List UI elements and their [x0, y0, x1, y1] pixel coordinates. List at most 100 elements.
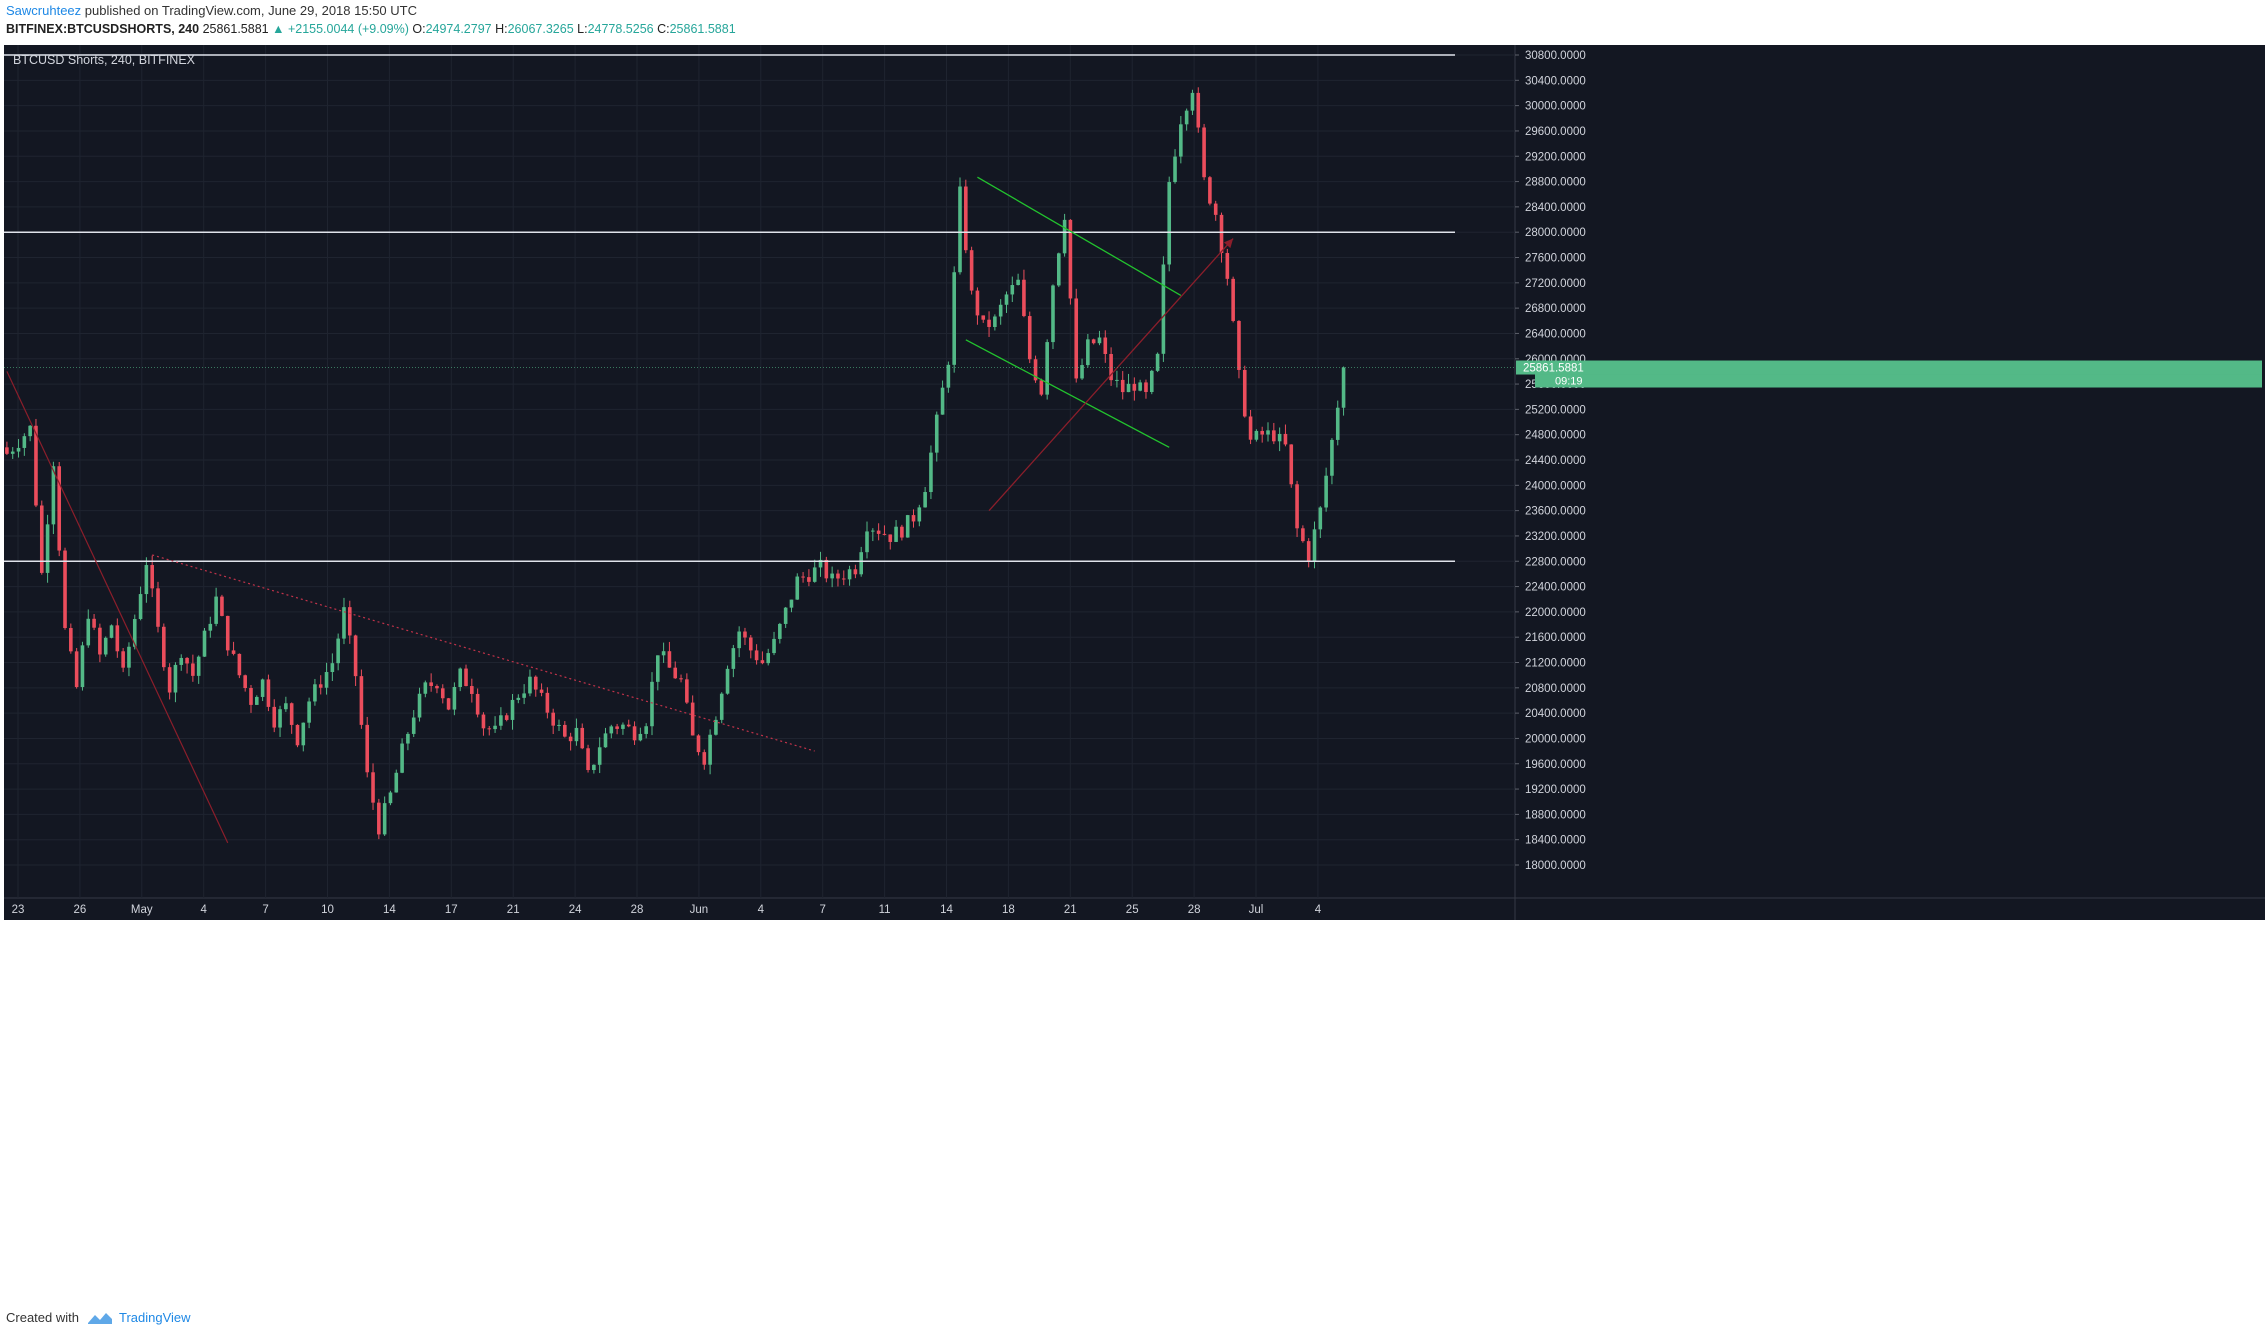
candle-body	[1295, 484, 1299, 529]
candle-body	[754, 650, 759, 661]
candle-body	[144, 565, 149, 595]
low-label: L:	[577, 22, 588, 36]
candle-body	[894, 526, 898, 542]
candle-body	[1208, 177, 1212, 204]
last-price-label: 25861.5881	[1523, 363, 1584, 375]
candle-body	[22, 436, 27, 448]
candle-body	[1039, 380, 1044, 395]
x-tick-label: 14	[940, 904, 953, 916]
price-axis	[1515, 45, 2265, 898]
y-tick-label: 22400.0000	[1525, 582, 1586, 594]
candle-body	[278, 709, 282, 728]
x-tick-label: 14	[383, 904, 396, 916]
candle-body	[528, 676, 532, 694]
plot-area	[4, 45, 1515, 898]
candle-body	[638, 733, 643, 741]
y-tick-label: 18400.0000	[1525, 835, 1586, 847]
candle-body	[1330, 439, 1334, 476]
y-tick-label: 24000.0000	[1525, 480, 1586, 492]
author-link[interactable]: Sawcruhteez	[6, 3, 82, 18]
candle-body	[45, 524, 50, 573]
candle-body	[737, 631, 741, 649]
candle-body	[807, 577, 811, 582]
candle-body	[981, 315, 986, 320]
candle-body	[661, 651, 666, 656]
candle-body	[905, 515, 910, 538]
candle-body	[847, 569, 852, 580]
candle-body	[371, 772, 375, 803]
candle-body	[289, 703, 294, 725]
y-tick-label: 20800.0000	[1525, 683, 1586, 695]
candle-body	[580, 727, 585, 749]
candle-body	[272, 706, 277, 728]
candle-body	[998, 304, 1003, 317]
y-tick-label: 22000.0000	[1525, 607, 1586, 619]
candle-body	[911, 515, 916, 522]
x-tick-label: Jun	[690, 904, 709, 916]
x-tick-label: 21	[507, 904, 520, 916]
candle-body	[423, 682, 428, 694]
candle-body	[719, 693, 724, 720]
y-tick-label: 24400.0000	[1525, 455, 1586, 467]
candle-body	[231, 650, 236, 654]
x-tick-label: 10	[321, 904, 334, 916]
candle-body	[295, 724, 300, 746]
candle-body	[748, 637, 753, 651]
candle-body	[1219, 214, 1224, 254]
candle-body	[1004, 294, 1009, 305]
candle-body	[1242, 369, 1247, 417]
y-tick-label: 30800.0000	[1525, 50, 1586, 62]
candle-body	[952, 272, 956, 365]
candle-body	[888, 534, 893, 542]
candle-body	[516, 697, 521, 700]
candle-body	[487, 728, 492, 730]
candle-body	[533, 676, 538, 690]
candle-body	[1283, 433, 1288, 445]
candle-body	[1277, 433, 1282, 442]
candle-body	[237, 653, 242, 676]
candle-body	[1318, 507, 1323, 530]
candle-body	[557, 724, 561, 726]
candle-body	[307, 701, 311, 723]
candle-body	[1190, 92, 1195, 111]
candle-body	[586, 748, 590, 771]
x-tick-label: Jul	[1249, 904, 1264, 916]
y-tick-label: 24800.0000	[1525, 430, 1586, 442]
tradingview-link[interactable]: TradingView	[87, 1310, 191, 1325]
candle-body	[1266, 430, 1270, 435]
candle-body	[679, 678, 683, 680]
candle-body	[865, 531, 869, 553]
candle-body	[841, 578, 846, 580]
candle-body	[1138, 382, 1142, 391]
candle-body	[801, 576, 805, 578]
candle-body	[1324, 475, 1328, 508]
candle-body	[400, 743, 404, 773]
candle-body	[1184, 110, 1189, 125]
candle-body	[1225, 253, 1230, 279]
candle-body	[1196, 92, 1201, 128]
candle-body	[1202, 127, 1206, 178]
y-tick-label: 19600.0000	[1525, 759, 1586, 771]
candle-body	[876, 530, 881, 534]
candle-body	[667, 651, 672, 668]
candle-body	[592, 764, 596, 771]
candle-body	[1161, 264, 1166, 354]
candle-body	[708, 734, 712, 765]
price-chart[interactable]: 18000.0000 18400.0000 18800.0000 19200.0000…	[0, 45, 2267, 1302]
y-tick-label: 26800.0000	[1525, 303, 1586, 315]
candle-body	[214, 596, 218, 624]
y-tick-label: 18000.0000	[1525, 860, 1586, 872]
candle-body	[1231, 278, 1235, 321]
candle-body	[993, 316, 997, 327]
candle-body	[452, 687, 457, 710]
candle-body	[836, 573, 840, 579]
x-tick-label: 17	[445, 904, 458, 916]
x-tick-label: 21	[1064, 904, 1077, 916]
candle-body	[830, 573, 834, 579]
candle-body	[650, 681, 654, 727]
candle-body	[388, 792, 393, 804]
close-value: 25861.5881	[669, 22, 736, 36]
candle-body	[10, 451, 15, 454]
candle-body	[1248, 416, 1253, 440]
candle-body	[1097, 337, 1102, 344]
